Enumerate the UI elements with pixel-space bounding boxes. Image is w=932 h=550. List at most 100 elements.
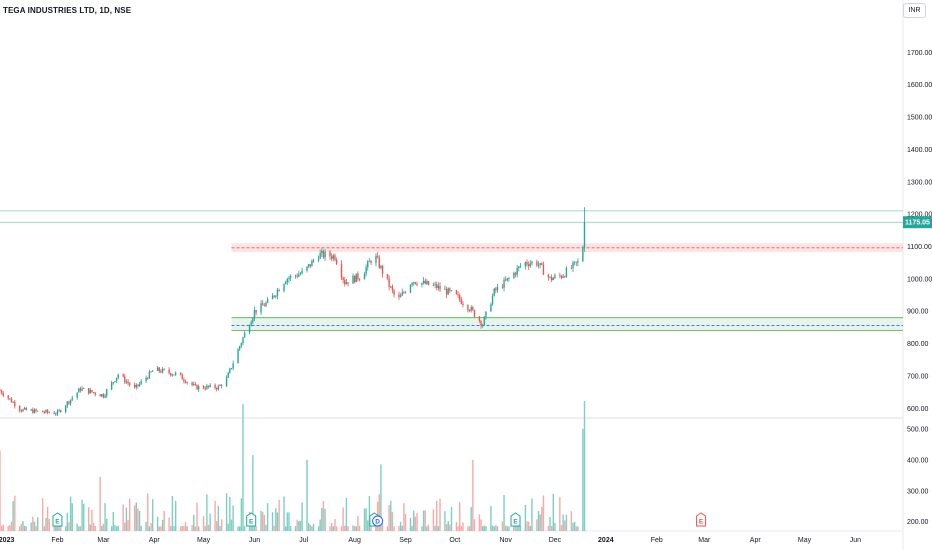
candle-body [299,273,302,275]
volume-bar [388,505,390,531]
volume-bar [278,499,280,531]
volume-bar [353,526,356,531]
volume-bar [89,524,91,531]
candle-body [496,286,499,291]
candle-body [91,389,93,393]
volume-bar [460,525,463,531]
volume-bar [43,526,46,531]
volume-bar [14,495,16,531]
candle-body [261,303,264,306]
volume-bar [345,497,348,531]
volume-bar [483,525,486,531]
candle-body [470,307,472,311]
volume-bar [168,517,170,531]
volume-bar [7,526,9,531]
candle-body [334,255,336,260]
candle-body [312,260,315,262]
volume-bar [242,404,244,531]
candle-body [184,381,187,383]
x-tick-label: Mar [97,537,110,544]
candle-body [411,283,413,285]
volume-bar [352,525,354,531]
volume-bar [83,503,85,531]
candle-body [439,285,441,290]
currency-button[interactable]: INR [903,3,926,18]
volume-bar [321,507,323,531]
candle-body [276,289,279,296]
volume-bar [173,525,175,531]
volume-bar [260,510,262,531]
candle-body [53,412,55,415]
candle-body [266,299,269,303]
volume-bar [424,510,426,531]
candle-body [174,372,177,375]
volume-bar [76,523,78,531]
volume-bar [516,525,518,531]
volume-bar [381,522,384,531]
candle-body [19,406,21,411]
candle-body [493,288,495,296]
candle-body [409,284,412,293]
y-tick-label: 800.00 [907,341,929,348]
volume-bar [307,522,310,531]
candle-body [319,253,321,259]
volume-bar [467,526,469,531]
volume-bar [125,507,128,531]
volume-bar [554,522,556,531]
volume-scale-label: 300.00 [907,488,929,495]
candle-body [140,381,142,384]
last-price-badge [903,216,932,229]
candle-body [332,255,334,259]
candle-body [179,372,182,375]
candle-body [71,397,73,400]
volume-bar [12,501,14,531]
volume-bar [527,521,530,531]
volume-bar [81,499,83,531]
volume-bar [20,523,23,531]
volume-bar [427,524,430,531]
volume-bar [276,512,279,531]
candle-body [386,273,389,279]
volume-bar [92,523,95,531]
candle-body [32,409,34,414]
candle-body [450,290,453,292]
candle-body [565,267,568,277]
candle-body [250,322,252,327]
candle-body [296,275,298,277]
volume-bar [450,506,453,531]
candle-body [550,276,553,281]
candle-body [445,289,448,295]
volume-bar [495,525,497,531]
volume-bar [286,512,289,531]
candle-body [542,264,545,275]
volume-bars [0,400,586,531]
volume-bar [401,525,403,531]
candle-body [367,261,369,268]
volume-bar [391,511,394,531]
volume-bar [265,524,267,531]
volume-bar [160,526,162,531]
volume-bar [449,524,451,531]
candle-body [148,371,151,379]
candle-body [480,320,482,326]
candle-body [559,275,561,277]
volume-bar [501,521,504,531]
volume-bar [0,525,3,531]
x-tick-label: Nov [499,537,512,544]
volume-bar [117,525,119,531]
volume-bar [335,526,338,531]
earnings-marker: E [510,512,521,527]
volume-bar [439,498,441,531]
candle-body [424,280,426,284]
volume-bar [322,501,325,531]
candle-body [271,295,274,300]
volume-bar [409,517,412,531]
volume-bar [78,526,80,531]
candle-body [514,272,517,275]
volume-bar [552,493,554,531]
volume-bar [106,518,108,531]
candle-body [43,412,46,413]
volume-bar [91,509,93,531]
volume-bar [37,517,39,531]
